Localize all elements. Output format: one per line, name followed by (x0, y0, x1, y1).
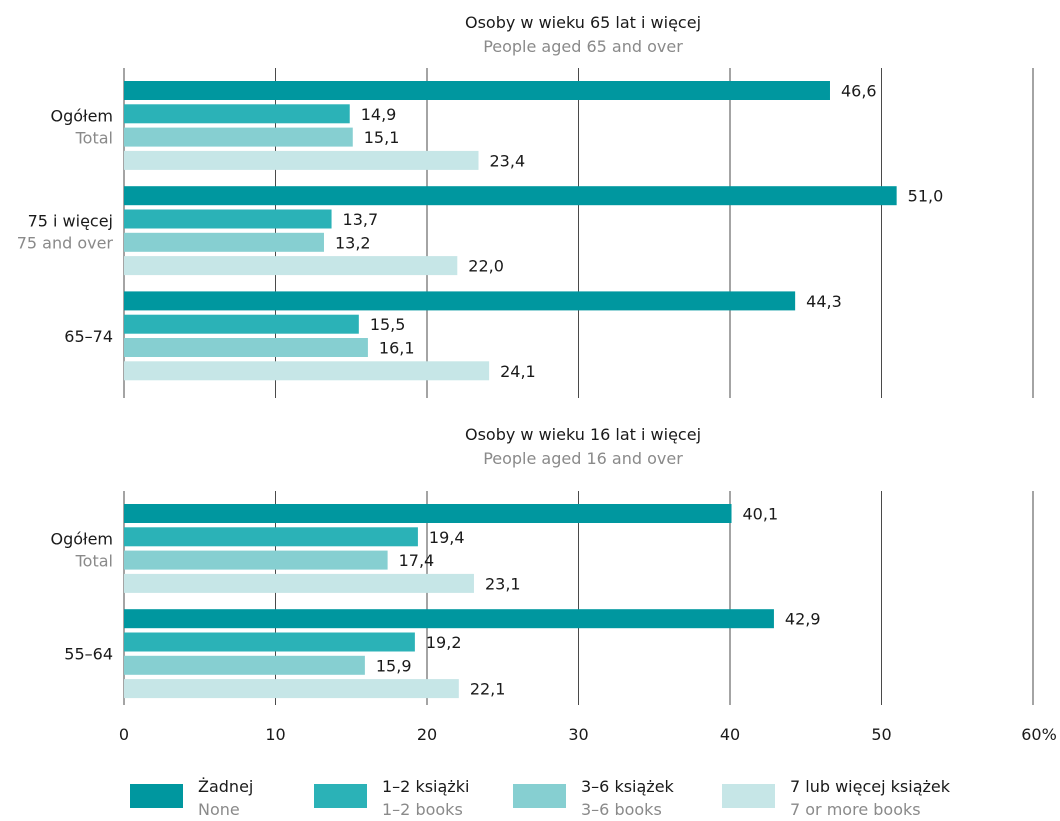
legend-swatch-3 (722, 784, 775, 808)
x-tick-label: 50 (871, 725, 891, 744)
x-tick-label: 60% (1021, 725, 1057, 744)
value-label: 46,6 (841, 82, 877, 101)
category-label: 65–74 (64, 327, 113, 346)
x-tick-label: 40 (720, 725, 740, 744)
legend-label-en: 1–2 books (382, 800, 463, 819)
bar-0-0-0 (124, 81, 830, 100)
bar-1-1-1 (124, 632, 415, 652)
bar-0-2-1 (124, 314, 359, 334)
legend-swatch-1 (314, 784, 367, 808)
bar-0-0-3 (124, 150, 479, 170)
category-label: 55–64 (64, 645, 113, 664)
legend-label: 3–6 książek (581, 777, 675, 796)
category-label: 75 i więcej (28, 212, 113, 231)
bar-0-1-3 (124, 256, 458, 276)
panel-title: Osoby w wieku 16 lat i więcej (465, 425, 701, 444)
x-tick-label: 0 (119, 725, 129, 744)
category-label: Ogółem (50, 529, 113, 548)
bar-1-0-0 (124, 504, 732, 523)
value-label: 17,4 (399, 551, 435, 570)
value-label: 15,9 (376, 656, 412, 675)
bar-0-0-1 (124, 104, 350, 124)
x-tick-label: 10 (265, 725, 285, 744)
value-label: 23,4 (490, 151, 526, 170)
value-label: 40,1 (743, 505, 779, 524)
value-label: 16,1 (379, 339, 415, 358)
legend-label-en: 3–6 books (581, 800, 662, 819)
value-label: 15,5 (370, 315, 406, 334)
value-label: 15,1 (364, 128, 400, 147)
legend-swatch-2 (513, 784, 566, 808)
panel-title: Osoby w wieku 65 lat i więcej (465, 13, 701, 32)
bar-1-0-2 (124, 550, 388, 570)
category-label-en: Total (75, 551, 113, 570)
bar-1-0-1 (124, 527, 418, 547)
legend-swatch-0 (130, 784, 183, 808)
x-tick-label: 30 (568, 725, 588, 744)
category-label-en: Total (75, 128, 113, 147)
value-label: 19,2 (426, 633, 462, 652)
bar-0-1-1 (124, 209, 332, 229)
value-label: 13,2 (335, 233, 371, 252)
legend-label: 1–2 książki (382, 777, 469, 796)
panel-subtitle: People aged 16 and over (483, 449, 683, 468)
category-label: Ogółem (50, 106, 113, 125)
legend-label: 7 lub więcej książek (790, 777, 951, 796)
value-label: 23,1 (485, 574, 521, 593)
bar-1-0-3 (124, 573, 474, 593)
value-label: 44,3 (806, 292, 842, 311)
legend-label-en: 7 or more books (790, 800, 921, 819)
value-label: 51,0 (908, 187, 944, 206)
bar-0-1-0 (124, 186, 897, 206)
legend-label: Żadnej (198, 777, 253, 796)
value-label: 42,9 (785, 610, 821, 629)
value-label: 22,0 (468, 257, 504, 276)
x-tick-label: 20 (417, 725, 437, 744)
value-label: 13,7 (343, 210, 379, 229)
bar-0-2-2 (124, 338, 368, 357)
value-label: 19,4 (429, 528, 465, 547)
bar-1-1-0 (124, 609, 774, 629)
bar-1-1-3 (124, 679, 459, 699)
value-label: 14,9 (361, 105, 397, 124)
value-label: 22,1 (470, 680, 506, 699)
category-label-en: 75 and over (17, 234, 114, 253)
legend-label-en: None (198, 800, 240, 819)
panel-subtitle: People aged 65 and over (483, 37, 683, 56)
value-label: 24,1 (500, 362, 536, 381)
bar-0-2-3 (124, 361, 490, 381)
bar-0-1-2 (124, 232, 324, 252)
bar-0-2-0 (124, 291, 796, 311)
bar-1-1-2 (124, 655, 365, 675)
bar-0-0-2 (124, 127, 353, 147)
